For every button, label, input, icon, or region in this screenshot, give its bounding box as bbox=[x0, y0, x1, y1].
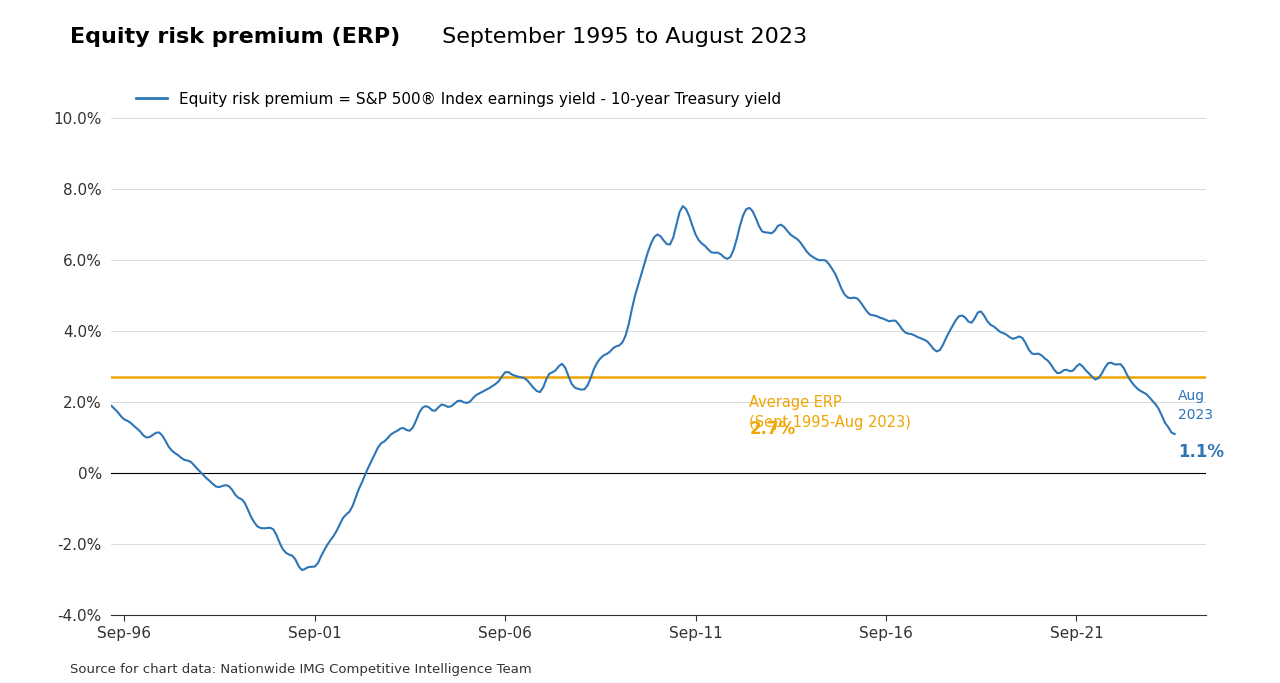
Text: September 1995 to August 2023: September 1995 to August 2023 bbox=[435, 27, 808, 47]
Text: 2.7%: 2.7% bbox=[750, 420, 796, 438]
Text: Equity risk premium (ERP): Equity risk premium (ERP) bbox=[70, 27, 401, 47]
Text: Source for chart data: Nationwide IMG Competitive Intelligence Team: Source for chart data: Nationwide IMG Co… bbox=[70, 663, 532, 676]
Text: Aug
2023: Aug 2023 bbox=[1178, 389, 1213, 422]
Text: 1.1%: 1.1% bbox=[1178, 443, 1224, 461]
Text: Average ERP
(Sept 1995-Aug 2023): Average ERP (Sept 1995-Aug 2023) bbox=[750, 395, 911, 430]
Legend: Equity risk premium = S&P 500® Index earnings yield - 10-year Treasury yield: Equity risk premium = S&P 500® Index ear… bbox=[131, 85, 787, 113]
